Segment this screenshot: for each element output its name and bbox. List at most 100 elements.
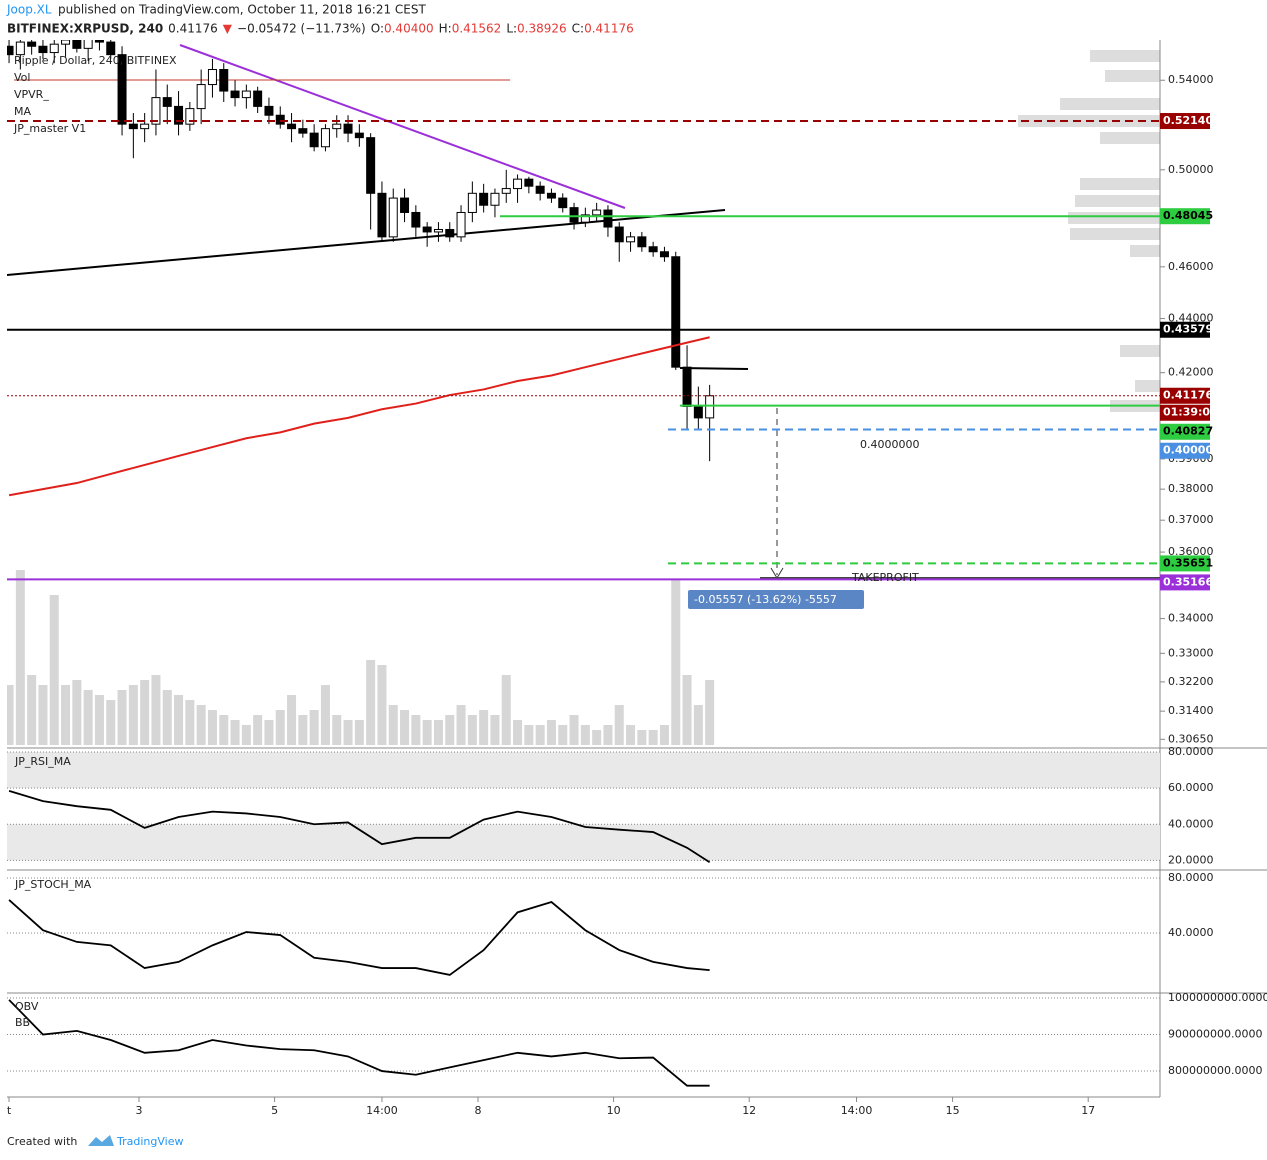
volume-bar [501,675,511,745]
candle-body [388,197,398,238]
header-text: −0.05472 (−11.73%) [237,22,366,36]
candle-body [637,236,647,248]
y-tick-label: 0.37000 [1168,513,1214,526]
y-tick-label: 0.32200 [1168,675,1214,688]
volume-bar [83,690,93,745]
volume-bar [140,680,150,745]
y-tick-label: 0.50000 [1168,163,1214,176]
x-tick-label: 5 [271,1104,278,1117]
price-label-box [1160,555,1210,572]
header-text: 0.41176 [584,22,634,36]
volume-bar [219,715,229,745]
candle-body [671,256,681,368]
candle-body [705,395,715,419]
volume-bar [185,700,195,745]
candle-body [207,69,217,86]
publisher[interactable]: Joop.XL [6,3,52,17]
legend-entry: MA [14,105,31,118]
price-label: 0.35651 [1163,556,1213,569]
candle-body [196,84,206,110]
y-tick-label: 20.0000 [1168,853,1214,866]
volume-bar [275,710,285,745]
price-label: 0.52140 [1163,114,1213,127]
volume-bar [671,580,681,745]
pane-title: JP_STOCH_MA [14,878,92,891]
price-label-box [1160,387,1210,404]
x-tick-label: 17 [1081,1104,1095,1117]
volume-bar [648,730,658,745]
volume-bar [422,720,432,745]
candle-body [219,69,229,92]
band [7,824,1160,861]
legend-entry: VPVR_ [14,88,49,101]
x-tick-label: 10 [607,1104,621,1117]
candle-body [513,178,523,190]
candle-body [479,192,489,206]
price-label: 0.40827 [1163,425,1213,438]
price-label: 0.40000 [1163,444,1213,457]
candle-body [648,246,658,253]
volume-bar [38,685,48,745]
band [7,751,1160,789]
y-tick-label: 900000000.0000 [1168,1028,1262,1041]
volume-bar [196,705,206,745]
measure-box [688,590,864,609]
volume-bar [377,665,387,745]
volume-bar [7,685,14,745]
volume-bar [207,710,217,745]
volume-bar [117,690,127,745]
candle-body [400,197,410,213]
volume-bar [479,710,489,745]
volume-bar [388,705,398,745]
price-label: 0.48045 [1163,209,1213,222]
ohlc-key: C: [572,22,584,36]
volume-bar [174,695,184,745]
y-tick-label: 800000000.0000 [1168,1064,1262,1077]
candle-body [83,40,93,49]
measure: -0.05557 (-13.62%) -5557 [694,593,837,606]
volume-bar [558,725,568,745]
price-label-box [1160,208,1210,225]
brand[interactable]: TradingView [116,1135,183,1148]
x-tick-label: 12 [742,1104,756,1117]
volume-bar [705,680,715,745]
volume-bar [151,675,161,745]
x-tick-label: 8 [475,1104,482,1117]
volume-bar [354,720,364,745]
candle-body [162,97,172,107]
x-tick-label: 15 [946,1104,960,1117]
volume-bar [524,725,534,745]
volume-bar [682,675,692,745]
candle-body [343,123,353,134]
candle-body [49,43,59,54]
candle-body [332,123,342,130]
volume-bar [445,715,455,745]
candle-body [626,236,636,243]
x-tick-label: 14:00 [366,1104,398,1117]
volume-bar [513,720,523,745]
volume-bar [400,710,410,745]
candle-body [230,90,240,99]
candle-body [501,188,511,194]
candle-body [27,41,37,47]
candle-body [185,108,195,125]
y-tick-label: 0.30650 [1168,732,1214,745]
stoch-line [8,899,710,976]
candle-body [275,114,285,125]
header-text: 0.40400 [384,22,434,36]
candle-body [682,366,692,407]
candle-body [535,185,545,194]
volume-bar [535,725,545,745]
candle-body [445,228,455,238]
candle-body [614,226,624,243]
price-label: 0.43579 [1163,323,1213,336]
y-tick-label: 0.42000 [1168,366,1214,379]
candle-body [366,137,376,194]
price-label: 0.35166 [1163,575,1213,588]
candle-body [569,207,579,223]
annotation: TAKEPROFIT [851,571,919,584]
y-tick-label: 0.34000 [1168,612,1214,625]
x-tick-label: 3 [136,1104,143,1117]
header-text: BITFINEX:XRPUSD, 240 [7,22,163,36]
candle-body [94,40,104,43]
